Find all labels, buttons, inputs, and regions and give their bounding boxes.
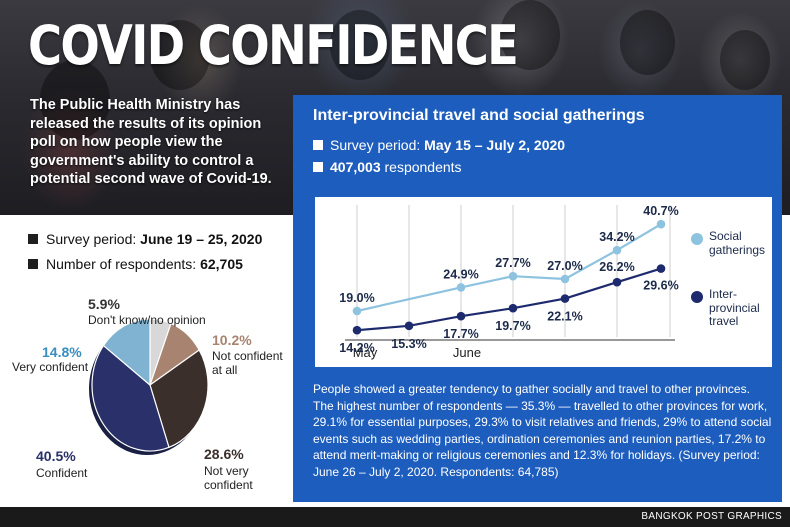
pie-label-dont-know: Don't know/no opinion bbox=[88, 313, 206, 327]
crowd-silhouette bbox=[40, 60, 110, 140]
data-label-social: 27.7% bbox=[495, 256, 530, 270]
data-point-travel bbox=[404, 321, 414, 331]
legend-swatch-social bbox=[691, 233, 703, 245]
data-point-travel bbox=[560, 294, 570, 303]
bullet-square-icon bbox=[28, 234, 38, 244]
pie-slice-confident bbox=[91, 344, 170, 452]
respondents-line: Number of respondents: 62,705 bbox=[28, 256, 243, 272]
data-point-travel bbox=[612, 277, 622, 287]
travel-line-chart: May June 19.0% 24.9% 27.7% 27.0% 34.2% 40.7% 14.… bbox=[339, 204, 678, 360]
data-label-travel: 19.7% bbox=[495, 319, 530, 333]
respondents-value: 62,705 bbox=[200, 256, 243, 272]
data-point-travel bbox=[508, 303, 518, 313]
data-point-travel bbox=[352, 325, 362, 335]
data-label-travel: 26.2% bbox=[599, 260, 634, 274]
footer-bar: BANGKOK POST GRAPHICS bbox=[0, 507, 790, 527]
travel-respondents-value: 407,003 bbox=[330, 159, 381, 175]
pie-pct-dont-know: 5.9% bbox=[88, 296, 120, 312]
pie-pct-not-very-confident: 28.6% bbox=[204, 446, 244, 462]
data-point-travel bbox=[656, 264, 666, 273]
credit-text: BANGKOK POST GRAPHICS bbox=[641, 511, 782, 522]
pie-slice-very-confident bbox=[102, 318, 151, 387]
series-line-social bbox=[356, 223, 662, 313]
data-label-travel: 14.2% bbox=[339, 341, 374, 355]
pie-pct-not-confident-at-all: 10.2% bbox=[212, 332, 252, 348]
travel-respondents-line: 407,003 respondents bbox=[313, 159, 462, 175]
data-label-travel: 22.1% bbox=[547, 310, 582, 324]
crowd-silhouette bbox=[720, 30, 770, 90]
travel-respondents-label: respondents bbox=[380, 159, 462, 175]
data-point-social bbox=[352, 306, 362, 316]
x-tick-label: May bbox=[353, 345, 378, 360]
line-chart-area: May June 19.0% 24.9% 27.7% 27.0% 34.2% 40.7% 14.… bbox=[315, 197, 772, 367]
data-point-social bbox=[560, 274, 570, 284]
pie-label-not-very-confident: Not very confident bbox=[204, 464, 253, 492]
pie-label-very-confident: Very confident bbox=[12, 360, 89, 374]
crowd-silhouette bbox=[330, 10, 390, 80]
data-point-social bbox=[656, 219, 666, 229]
crowd-silhouette bbox=[620, 10, 675, 75]
bullet-square-icon bbox=[313, 140, 323, 150]
bullet-square-icon bbox=[28, 259, 38, 269]
legend-label-social: Social gatherings bbox=[709, 229, 766, 257]
panel-title: Inter-provincial travel and social gathe… bbox=[313, 107, 645, 124]
data-label-travel: 17.7% bbox=[443, 327, 478, 341]
respondents-label: Number of respondents: bbox=[46, 256, 201, 272]
travel-survey-period-line: Survey period: May 15 – July 2, 2020 bbox=[313, 137, 565, 153]
data-label-social: 19.0% bbox=[339, 291, 374, 305]
crowd-silhouette bbox=[500, 0, 560, 70]
summary-paragraph: People showed a greater tendency to gath… bbox=[313, 382, 772, 479]
data-label-social: 34.2% bbox=[599, 230, 634, 244]
pie-label-not-confident-at-all: Not confident at all bbox=[212, 349, 283, 377]
survey-period-label: Survey period: bbox=[46, 231, 141, 247]
data-label-social: 27.0% bbox=[547, 259, 582, 273]
confidence-pie-chart bbox=[89, 318, 209, 455]
crowd-silhouette bbox=[150, 20, 210, 90]
travel-period-label: Survey period: bbox=[330, 137, 425, 153]
data-label-travel: 29.6% bbox=[643, 279, 678, 293]
data-point-social bbox=[508, 271, 518, 281]
data-label-social: 24.9% bbox=[443, 267, 478, 281]
intro-text: The Public Health Ministry has released … bbox=[30, 97, 272, 187]
pie-pct-confident: 40.5% bbox=[36, 448, 76, 464]
data-point-social bbox=[612, 245, 622, 255]
pie-label-confident: Confident bbox=[36, 466, 88, 480]
legend-swatch-travel bbox=[691, 291, 703, 303]
data-label-travel: 15.3% bbox=[391, 337, 426, 351]
survey-period-line: Survey period: June 19 – 25, 2020 bbox=[28, 231, 262, 247]
travel-period-value: May 15 – July 2, 2020 bbox=[424, 137, 566, 153]
data-label-social: 40.7% bbox=[643, 204, 678, 218]
x-tick-label: June bbox=[453, 345, 481, 360]
survey-period-value: June 19 – 25, 2020 bbox=[140, 231, 263, 247]
pie-pct-very-confident: 14.8% bbox=[42, 344, 82, 360]
legend-label-travel: Inter-provincial travel bbox=[709, 287, 760, 328]
main-title: COVID CONFIDENCE bbox=[28, 14, 519, 77]
data-point-travel bbox=[456, 311, 466, 321]
data-point-social bbox=[456, 283, 466, 292]
pie-slice-not-very-confident bbox=[149, 349, 209, 449]
bullet-square-icon bbox=[313, 162, 323, 172]
